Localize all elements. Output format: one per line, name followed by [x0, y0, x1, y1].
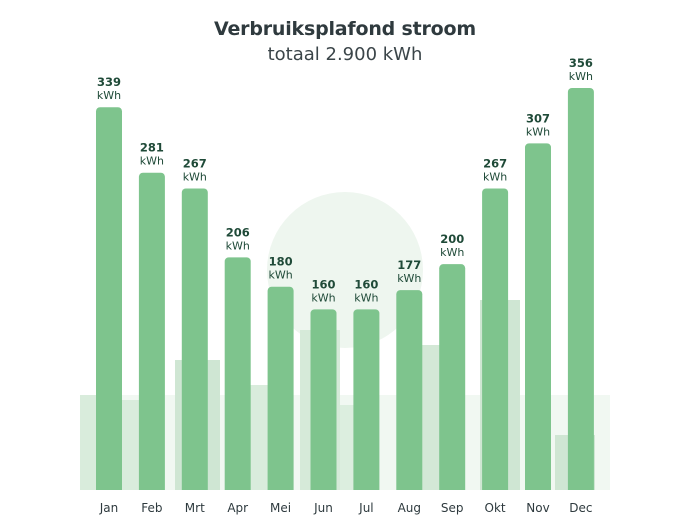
x-tick-label: Sep: [441, 501, 464, 515]
x-tick-label: Mei: [270, 501, 291, 515]
value-unit-label: kWh: [526, 125, 550, 138]
value-label: 200: [440, 232, 464, 246]
x-tick-label: Feb: [141, 501, 162, 515]
bar-jan: [96, 107, 122, 495]
bar-mei: [267, 286, 294, 494]
bar-mrt: [181, 188, 208, 494]
x-tick-label: Nov: [526, 501, 549, 515]
value-unit-label: kWh: [226, 239, 250, 252]
value-label: 267: [183, 157, 207, 171]
value-unit-label: kWh: [268, 269, 292, 282]
background-shape: [267, 192, 423, 348]
value-label: 307: [526, 111, 550, 125]
x-tick-label: Jul: [358, 501, 373, 515]
x-tick-label: Apr: [227, 501, 248, 515]
bar-jul: [353, 309, 380, 494]
value-label: 356: [569, 56, 593, 70]
x-tick-label: Jun: [313, 501, 333, 515]
value-unit-label: kWh: [183, 171, 207, 184]
bar-jun: [310, 309, 337, 494]
value-label: 206: [226, 225, 250, 239]
value-label: 160: [311, 277, 335, 291]
value-label: 267: [483, 157, 507, 171]
value-unit-label: kWh: [483, 171, 507, 184]
x-tick-label: Okt: [485, 501, 506, 515]
x-tick-label: Aug: [398, 501, 421, 515]
value-unit-label: kWh: [569, 70, 593, 83]
value-unit-label: kWh: [97, 89, 121, 102]
x-tick-label: Mrt: [185, 501, 205, 515]
baseline-cover: [60, 490, 640, 496]
value-unit-label: kWh: [311, 291, 335, 304]
bar-feb: [138, 172, 165, 494]
bar-sep: [439, 264, 466, 494]
bars-group: [60, 88, 640, 496]
x-tick-label: Jan: [99, 501, 119, 515]
bar-dec: [567, 88, 594, 494]
value-unit-label: kWh: [397, 272, 421, 285]
bar-okt: [482, 188, 509, 494]
bar-aug: [396, 290, 423, 494]
value-unit-label: kWh: [354, 291, 378, 304]
value-label: 339: [97, 75, 121, 89]
value-label: 160: [354, 277, 378, 291]
background-shape: [80, 395, 98, 490]
bar-apr: [224, 257, 251, 494]
x-tick-labels-group: Jan Feb Mrt Apr Mei Jun Jul Aug Sep Okt Nov Dec: [99, 501, 593, 515]
value-label: 281: [140, 141, 164, 155]
value-unit-label: kWh: [440, 246, 464, 259]
value-label: 180: [269, 255, 293, 269]
chart-title: Verbruiksplafond stroom: [214, 18, 476, 40]
value-label: 177: [397, 258, 421, 272]
x-tick-label: Dec: [569, 501, 592, 515]
bar-nov: [525, 143, 551, 494]
chart-subtitle: totaal 2.900 kWh: [267, 44, 423, 65]
value-unit-label: kWh: [140, 155, 164, 168]
